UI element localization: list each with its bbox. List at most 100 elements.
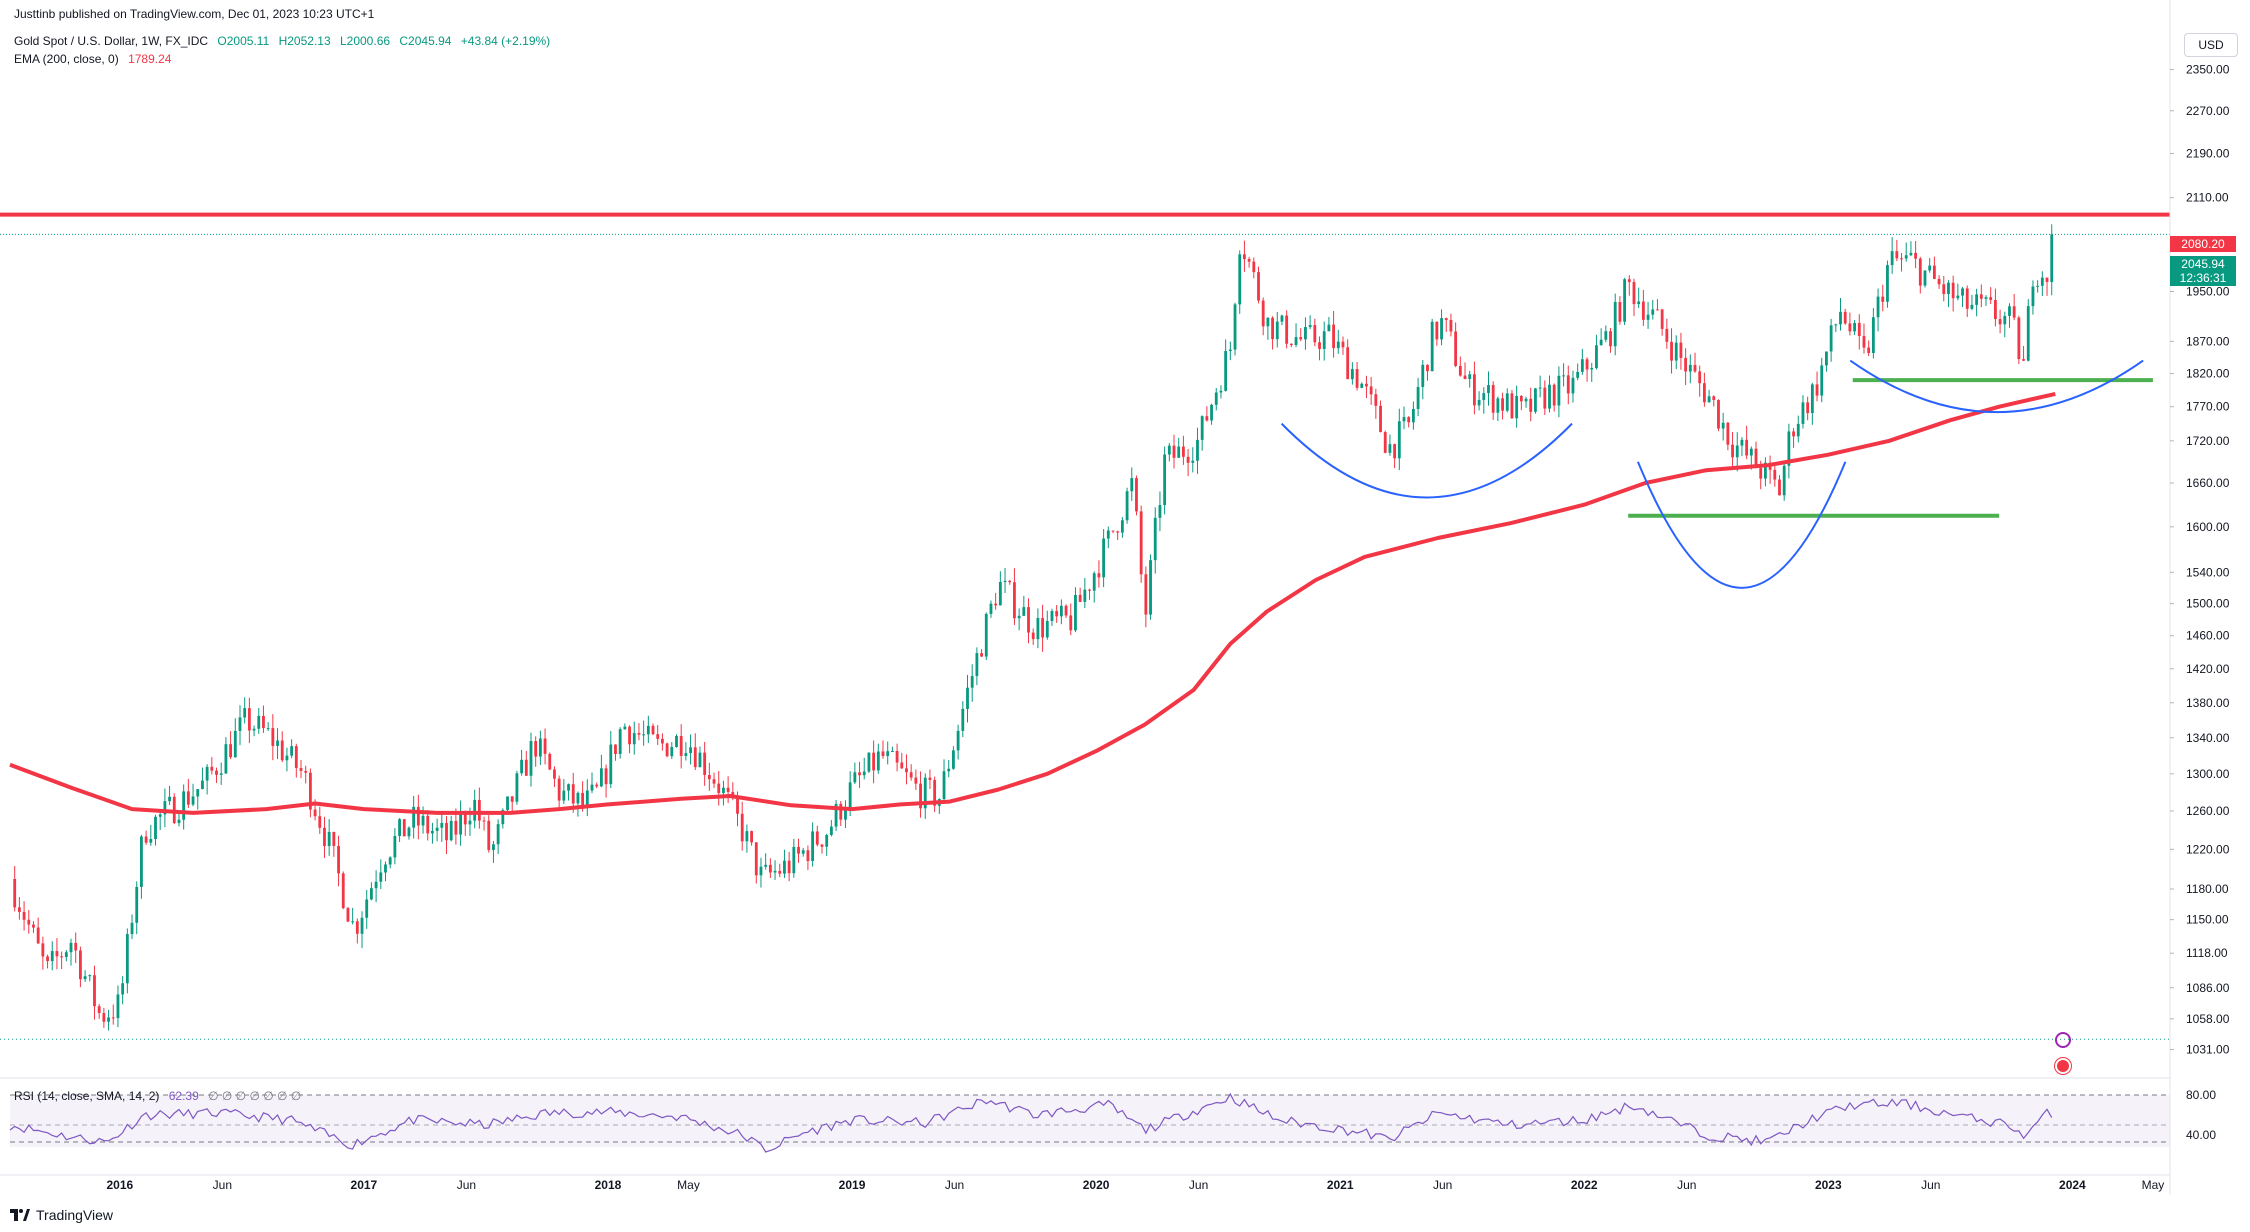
candle-body <box>337 845 340 874</box>
candle-body <box>186 791 190 805</box>
rsi-placeholders: ∅ ∅ ∅ ∅ ∅ ∅ ∅ <box>208 1089 302 1103</box>
x-tick-label: Jun <box>213 1178 232 1192</box>
candle-body <box>1529 398 1533 412</box>
candle-body <box>1548 384 1551 409</box>
candle-body <box>285 755 289 761</box>
rsi-pane: 80.00 40.00 <box>9 1088 2216 1153</box>
candle-body <box>1407 417 1411 423</box>
candle-body <box>1890 251 1894 266</box>
ema-legend[interactable]: EMA (200, close, 0) 1789.24 <box>14 52 177 66</box>
candle-body <box>407 827 411 837</box>
cup-1-arc <box>1280 422 1573 499</box>
y-tick-label: 1720.00 <box>2186 434 2230 448</box>
candle-body <box>1909 252 1913 256</box>
tradingview-logo[interactable]: TradingView <box>10 1207 113 1223</box>
candle-body <box>102 1013 106 1022</box>
candle-body <box>1562 375 1565 377</box>
candle-body <box>196 789 200 797</box>
candle-body <box>1027 607 1030 633</box>
candle-body <box>1059 605 1063 617</box>
candle-body <box>2040 277 2044 286</box>
candle-body <box>998 581 1002 606</box>
candle-body <box>966 687 969 709</box>
candle-body <box>585 790 589 806</box>
candle-body <box>581 792 585 806</box>
candle-body <box>736 796 739 814</box>
candle-body <box>567 784 570 791</box>
candle-body <box>1172 445 1176 458</box>
candle-body <box>1787 431 1791 466</box>
candle-body <box>1749 448 1753 456</box>
candle-body <box>1219 390 1223 393</box>
candle-body <box>492 844 495 850</box>
candle-body <box>1515 396 1519 419</box>
candle-body <box>834 803 838 827</box>
candle-body <box>374 881 378 889</box>
candle-body <box>1454 331 1458 366</box>
overlays <box>0 212 2170 815</box>
candle-body <box>952 750 955 769</box>
candle-body <box>1595 345 1598 369</box>
candle-body <box>41 943 45 957</box>
ema-value: 1789.24 <box>128 52 172 66</box>
candle-body <box>327 831 331 847</box>
candle-body <box>689 747 692 754</box>
candle-body <box>1167 445 1171 455</box>
candle-body <box>1346 347 1350 380</box>
x-tick-label: Jun <box>1433 1178 1452 1192</box>
candle-body <box>914 777 918 784</box>
candle-body <box>191 796 195 805</box>
candle-body <box>341 873 345 909</box>
candle-body <box>111 1017 115 1019</box>
candle-body <box>1580 359 1584 372</box>
cup-3-arc <box>1849 359 2144 413</box>
candle-body <box>158 814 162 817</box>
candle-body <box>909 772 913 778</box>
candle-body <box>88 975 92 977</box>
candle-body <box>445 822 448 841</box>
candle-body <box>1932 265 1936 279</box>
candle-body <box>656 734 660 739</box>
currency-button[interactable]: USD <box>2184 33 2238 57</box>
candle-body <box>116 994 120 1019</box>
candle-body <box>534 741 538 757</box>
candle-body <box>168 796 171 802</box>
candle-body <box>1806 402 1810 414</box>
candle-body <box>510 796 514 802</box>
candle-body <box>1590 368 1594 370</box>
candle-body <box>820 844 824 847</box>
candle-body <box>1374 394 1378 406</box>
last-price-badge: 2045.94 12:36:31 <box>2170 256 2236 286</box>
candle-body <box>1426 364 1429 372</box>
candle-body <box>1538 387 1542 389</box>
rsi-legend[interactable]: RSI (14, close, SMA, 14, 2) 62.39 ∅ ∅ ∅ … <box>14 1089 307 1103</box>
candle-body <box>219 773 223 775</box>
candle-body <box>1336 341 1340 349</box>
candle-body <box>1144 574 1148 615</box>
candle-body <box>1299 337 1303 340</box>
candle-body <box>665 743 669 757</box>
candle-body <box>1285 315 1289 344</box>
candle-body <box>1477 399 1481 406</box>
candle-body <box>1754 448 1758 468</box>
candle-body <box>1717 399 1720 429</box>
candle-body <box>731 792 735 797</box>
candle-body <box>595 784 599 787</box>
alert-flash-icon[interactable] <box>2055 1032 2071 1048</box>
x-tick-label: May <box>2142 1178 2165 1192</box>
candle-body <box>754 842 758 876</box>
candle-body <box>1721 422 1725 429</box>
economic-event-flag-icon[interactable] <box>2055 1058 2071 1074</box>
resistance-price-badge: 2080.20 <box>2170 236 2236 252</box>
y-tick-label: 1300.00 <box>2186 767 2230 781</box>
x-tick-label: 2022 <box>1571 1178 1598 1192</box>
x-tick-label: 2023 <box>1815 1178 1842 1192</box>
candle-body <box>308 772 312 810</box>
candle-body <box>1247 259 1251 262</box>
candle-body <box>360 917 364 934</box>
candle-body <box>252 728 256 731</box>
symbol-name: Gold Spot / U.S. Dollar, 1W, FX_IDC <box>14 34 209 48</box>
candle-body <box>107 1017 110 1022</box>
candle-body <box>928 777 932 781</box>
